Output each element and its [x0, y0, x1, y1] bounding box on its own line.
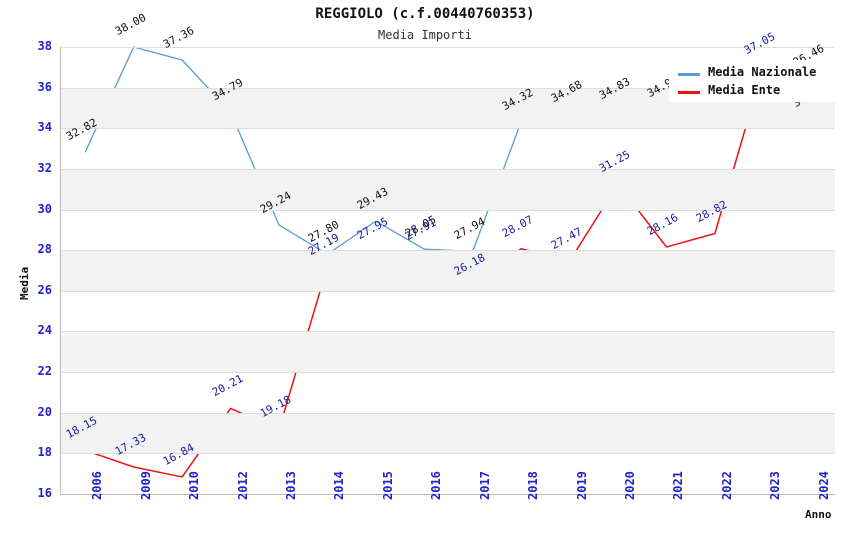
y-axis-tick-label: 28	[37, 242, 52, 257]
x-axis-tick-label: 2013	[283, 471, 298, 500]
plot-band	[61, 168, 835, 210]
x-axis-tick-label: 2023	[768, 471, 783, 500]
gridline	[61, 47, 835, 48]
legend-label-media-nazionale: Media Nazionale	[708, 65, 817, 79]
x-axis-tick-label: 2009	[138, 471, 153, 500]
y-axis-tick-label: 38	[37, 39, 52, 53]
x-axis-tick-label: 2020	[623, 471, 638, 500]
page-title: REGGIOLO (c.f.00440760353)	[315, 6, 535, 22]
x-axis-tick-label: 2014	[332, 471, 347, 500]
y-axis-tick-label: 16	[37, 486, 52, 500]
gridline	[61, 128, 835, 130]
gridline	[61, 331, 835, 333]
y-axis-tick-label: 24	[37, 323, 52, 338]
legend-label-media-ente: Media Ente	[708, 83, 781, 97]
y-axis-tick-label: 34	[37, 120, 52, 135]
y-axis-title: Media	[18, 266, 31, 300]
gridline	[61, 453, 835, 455]
x-axis-tick-label: 2010	[187, 471, 202, 500]
x-axis-tick-label: 2016	[429, 471, 444, 500]
plot-band	[61, 250, 835, 291]
legend-swatch-media-ente	[678, 91, 700, 94]
x-axis-tick-label: 2015	[380, 471, 395, 500]
gridline	[61, 87, 835, 89]
y-axis-tick-label: 22	[37, 364, 52, 379]
y-axis-tick-label: 26	[37, 282, 52, 297]
y-axis-tick-label: 32	[37, 160, 52, 175]
x-axis-tick-label: 2006	[90, 471, 105, 500]
gridline	[61, 209, 835, 211]
x-axis-tick-label: 2012	[235, 471, 250, 500]
x-axis-tick-label: 2017	[477, 471, 492, 500]
y-axis-tick-label: 18	[37, 445, 52, 460]
y-axis-tick-label: 30	[37, 201, 52, 216]
x-axis-line	[60, 494, 835, 495]
gridline	[61, 250, 835, 252]
plot-area	[60, 46, 835, 495]
x-axis-tick-label: 2022	[719, 471, 734, 500]
gridline	[61, 290, 835, 292]
gridline	[61, 372, 835, 374]
legend-swatch-media-nazionale	[678, 73, 700, 76]
x-axis-tick-label: 2019	[574, 471, 589, 500]
plot-band	[61, 412, 835, 454]
x-axis-tick-label: 2021	[671, 471, 686, 500]
x-axis-tick-label: 2018	[526, 471, 541, 500]
page-subtitle: Media Importi	[378, 28, 472, 42]
chart-legend: Media Nazionale Media Ente	[669, 60, 835, 102]
gridline	[61, 412, 835, 414]
x-axis-title: Anno	[805, 508, 832, 521]
gridline	[61, 168, 835, 170]
y-axis-tick-label: 20	[37, 404, 52, 419]
y-axis-tick-label: 36	[37, 79, 52, 94]
x-axis-tick-label: 2024	[816, 471, 831, 500]
plot-band	[61, 331, 835, 373]
